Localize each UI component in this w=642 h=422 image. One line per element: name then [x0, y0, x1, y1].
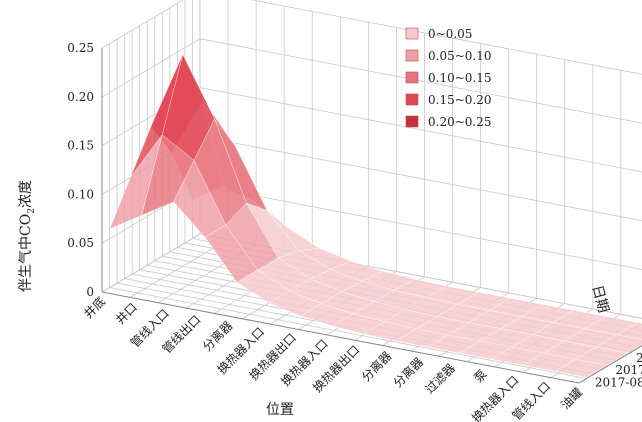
- y-tick-label: 2017-09: [615, 363, 642, 377]
- legend-label: 0.20~0.25: [428, 115, 492, 129]
- z-axis-label-main: 伴生气中CO: [18, 214, 34, 292]
- z-tick-label: 0.10: [67, 187, 94, 201]
- y-tick-label: 2017-08: [595, 375, 642, 389]
- y-tick-label: 2017-10: [636, 351, 642, 365]
- floor-gridline: [109, 287, 587, 379]
- legend-swatch: [405, 93, 419, 106]
- legend-swatch: [405, 49, 419, 62]
- z-axis-label-sub: 2: [27, 208, 37, 214]
- z-tick-label: 0.25: [67, 41, 94, 55]
- left-wall-gridline: [101, 0, 184, 49]
- legend: 0~0.05 0.05~0.10 0.10~0.15 0.15~0.20 0.20~0.…: [405, 27, 492, 129]
- z-tick-label: 0.20: [67, 90, 94, 104]
- z-axis-label-tail: 浓度: [18, 180, 34, 208]
- left-wall-gridline: [101, 38, 201, 98]
- surface: [109, 53, 642, 378]
- x-tick-label: 泵: [471, 367, 489, 385]
- legend-label: 0.15~0.20: [428, 93, 492, 107]
- z-axis-label: 伴生气中CO2浓度: [18, 180, 37, 292]
- z-tick-label: 0.05: [67, 236, 94, 250]
- floor-gridline: [129, 239, 229, 298]
- legend-label: 0.05~0.10: [428, 49, 492, 63]
- legend-label: 0.10~0.15: [428, 71, 492, 85]
- legend-label: 0~0.05: [428, 27, 472, 41]
- x-tick-label: 分离器: [390, 354, 426, 390]
- x-axis-label: 位置: [266, 402, 294, 418]
- x-tick-label: 分离器: [358, 348, 394, 384]
- z-tick-label: 0.15: [67, 139, 94, 153]
- legend-swatch: [405, 27, 419, 40]
- back-wall-gridline: [199, 87, 642, 173]
- surface-patch: [554, 358, 609, 378]
- y-axis-label: 日期: [589, 283, 612, 314]
- back-wall-gridline: [199, 136, 642, 222]
- x-tick-label: 过滤器: [423, 361, 458, 396]
- x-tick-label: 油罐: [558, 385, 585, 412]
- back-wall-gridline: [199, 38, 642, 124]
- x-tick-label: 井底: [81, 294, 109, 322]
- x-tick-label: 分离器: [199, 318, 235, 354]
- floor-gridline: [101, 233, 201, 293]
- svg-text:伴生气中CO2浓度: 伴生气中CO2浓度: [18, 180, 37, 292]
- legend-swatch: [405, 71, 419, 84]
- legend-swatch: [405, 115, 419, 128]
- back-wall-gridline: [199, 184, 642, 270]
- y-axis-line: [578, 345, 642, 384]
- z-tick-label: 0: [86, 285, 94, 299]
- back-wall-gridline: [250, 0, 642, 75]
- x-tick-label: 井口: [113, 300, 140, 327]
- x-axis-line: [101, 291, 580, 384]
